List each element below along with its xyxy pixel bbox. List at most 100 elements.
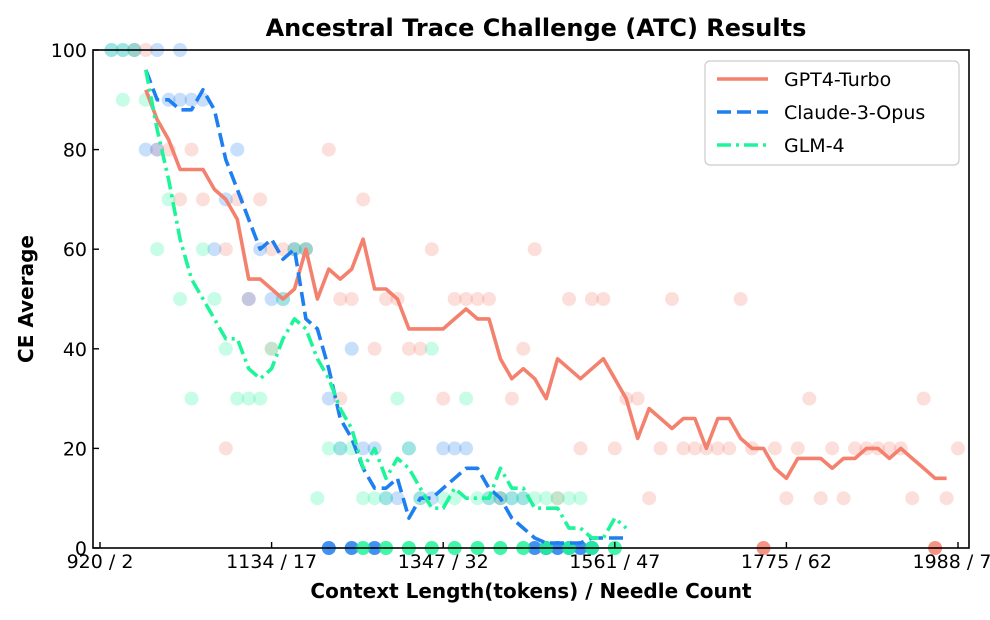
data-point-2: [390, 391, 405, 406]
data-point-2: [241, 391, 256, 406]
data-point-0: [504, 391, 519, 406]
data-point-0: [550, 491, 565, 506]
x-tick-label: 920 / 2: [67, 551, 134, 573]
data-point-1: [241, 292, 256, 306]
data-point-0: [447, 292, 462, 306]
legend-label: Claude-3-Opus: [784, 102, 925, 124]
data-point-0: [733, 292, 748, 306]
data-point-2: [195, 242, 210, 257]
data-point-2: [470, 491, 485, 506]
data-point-2: [401, 441, 416, 456]
data-point-1: [230, 142, 245, 157]
data-point-1: [138, 142, 153, 157]
legend: GPT4-Turbo Claude-3-Opus GLM-4: [704, 60, 960, 166]
series-line-1: [144, 69, 627, 545]
data-point-1: [184, 92, 199, 107]
data-point-2: [264, 341, 279, 356]
data-point-0: [195, 192, 210, 207]
x-tick-label: 1561 / 47: [569, 551, 660, 573]
data-point-0: [676, 441, 691, 456]
data-point-1: [344, 341, 359, 356]
data-point-1: [401, 441, 416, 456]
y-tick-label: 80: [63, 140, 87, 162]
y-axis-ticks: 0 20 40 60 80 100: [51, 40, 99, 560]
y-tick-label: 0: [75, 538, 87, 560]
data-point-0: [516, 341, 531, 356]
data-point-0: [379, 292, 393, 306]
data-point-1: [207, 242, 222, 257]
legend-label: GPT4-Turbo: [784, 69, 891, 91]
data-point-1: [379, 491, 393, 506]
data-point-2: [184, 391, 199, 406]
data-point-0: [642, 491, 657, 506]
data-point-1: [436, 441, 451, 456]
data-point-2: [115, 92, 130, 107]
data-point-0: [665, 292, 679, 306]
data-point-0: [802, 391, 817, 406]
x-tick-label: 1988 / 77: [912, 551, 990, 573]
data-point-0: [264, 341, 279, 356]
data-point-0: [424, 242, 439, 257]
data-point-2: [459, 391, 474, 406]
x-axis-label: Context Length(tokens) / Needle Count: [310, 579, 752, 603]
data-point-0: [459, 292, 474, 306]
data-point-2: [539, 491, 554, 506]
data-point-1: [173, 92, 188, 107]
data-point-2: [310, 491, 325, 506]
data-point-2: [573, 491, 588, 506]
data-point-0: [436, 391, 451, 406]
legend-box: [704, 60, 960, 166]
x-axis-ticks: 920 / 2 1134 / 17 1347 / 32 1561 / 47 1775 /…: [67, 542, 990, 573]
data-point-0: [344, 292, 359, 306]
data-point-2: [367, 491, 382, 506]
data-point-2: [173, 292, 188, 306]
data-point-2: [562, 491, 577, 506]
data-point-0: [916, 391, 931, 406]
data-point-0: [413, 341, 428, 356]
data-point-2: [504, 491, 519, 506]
data-point-0: [184, 142, 199, 157]
data-point-0: [710, 441, 725, 456]
data-point-0: [356, 192, 371, 207]
data-point-0: [573, 441, 588, 456]
data-point-0: [836, 491, 851, 506]
data-point-0: [939, 491, 954, 506]
series-line-0: [144, 89, 947, 481]
data-point-0: [607, 441, 622, 456]
data-point-0: [825, 441, 840, 456]
data-point-2: [356, 491, 371, 506]
data-point-1: [459, 441, 474, 456]
data-point-0: [905, 491, 920, 506]
data-point-0: [790, 441, 805, 456]
x-tick-label: 1134 / 17: [226, 551, 317, 573]
data-point-2: [550, 491, 565, 506]
data-point-2: [207, 292, 222, 306]
data-point-2: [333, 441, 348, 456]
data-point-0: [813, 491, 828, 506]
legend-label: GLM-4: [784, 135, 845, 157]
series-line-2: [144, 69, 628, 540]
data-point-1: [447, 441, 462, 456]
data-point-0: [253, 192, 268, 207]
y-tick-label: 40: [63, 339, 87, 361]
data-point-1: [150, 142, 165, 157]
data-point-0: [401, 341, 416, 356]
data-point-0: [596, 292, 611, 306]
data-point-1: [516, 491, 531, 506]
data-point-2: [424, 341, 439, 356]
y-tick-label: 60: [63, 239, 87, 261]
data-point-1: [264, 292, 279, 306]
data-point-0: [584, 292, 599, 306]
data-point-2: [447, 491, 462, 506]
data-point-0: [367, 341, 382, 356]
data-point-0: [848, 441, 863, 456]
x-tick-label: 1775 / 62: [741, 551, 832, 573]
data-point-0: [481, 292, 496, 306]
data-point-0: [470, 292, 485, 306]
data-point-2: [516, 491, 531, 506]
data-point-0: [218, 441, 233, 456]
data-point-2: [379, 491, 393, 506]
data-point-0: [241, 292, 256, 306]
chart-title: Ancestral Trace Challenge (ATC) Results: [266, 14, 807, 42]
